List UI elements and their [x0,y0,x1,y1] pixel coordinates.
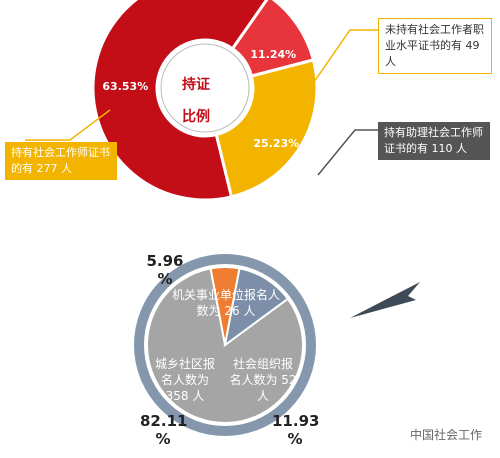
category-label: 机关事业单位报名人数为 26 人 [171,288,280,318]
category-label: 社会组织报名人数为 52 人 [229,357,297,403]
annotation: 持有助理社会工作师证书的有 110 人 [378,122,490,160]
center-text: 比例 [182,109,210,125]
pie-slice [223,267,290,348]
value-label: 63.53% [102,79,149,93]
center-text: 持证 [182,77,210,93]
annotation: 未持有社会工作者职业水平证书的有 49 人 [378,18,492,74]
annotation: 持有社会工作师证书的有 277 人 [5,142,117,180]
center-ring [160,43,250,133]
value-label: 5.96 % [146,252,184,288]
callout-line [317,129,378,176]
watermark: 中国社会工作 [410,428,483,442]
pie-outer-ring [134,254,316,436]
callout-line [25,109,111,141]
value-label: 11.93 % [272,412,320,448]
donut-slice [214,58,319,199]
value-label: 11.24% [250,48,297,62]
donut-slice [230,0,316,78]
callout-line [304,29,378,96]
category-label: 城乡社区报名人数为 358 人 [154,357,215,403]
value-label: 82.11 % [140,412,188,448]
donut-slice [91,0,269,202]
value-label: 25.23% [253,137,300,151]
decor-arrow [350,282,420,318]
